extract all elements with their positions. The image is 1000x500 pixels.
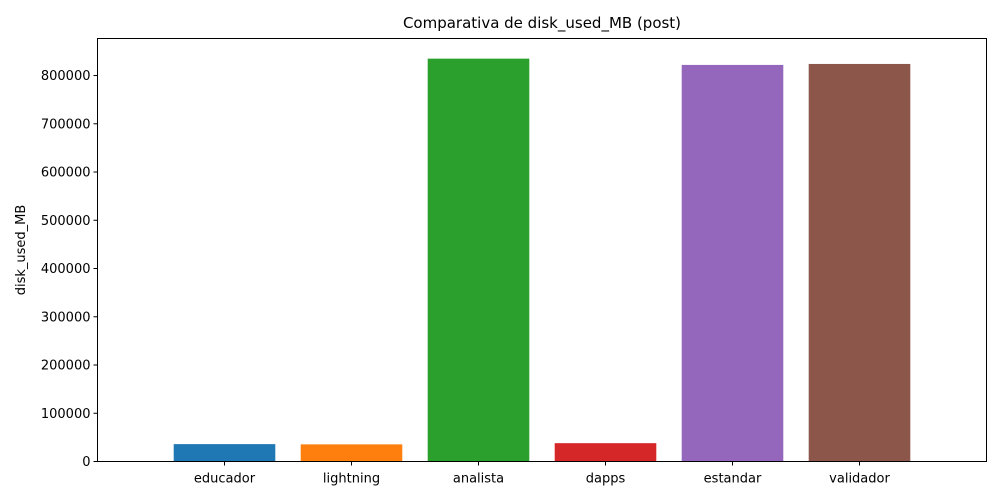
x-tick-label-educador: educador [194,472,256,487]
y-tick-label: 800000 [41,69,91,84]
y-tick-label: 100000 [41,407,91,422]
plot-frame [97,38,987,462]
y-axis-label: disk_used_MB [14,205,29,296]
bar-educador [173,444,276,462]
y-tick-label: 300000 [41,310,91,325]
x-tick-label-lightning: lightning [323,472,380,487]
y-tick-label: 600000 [41,166,91,181]
y-tick-label: 500000 [41,214,91,229]
x-tick-label-validador: validador [829,472,890,487]
y-axis-ticks: 0 100000 200000 300000 400000 500000 600000 700… [41,69,98,470]
x-tick-label-dapps: dapps [586,472,626,487]
x-tick-label-analista: analista [453,472,504,487]
x-tick-label-estandar: estandar [704,472,762,487]
bar-validador [808,63,911,462]
bar-lightning [300,444,403,462]
y-tick-label: 200000 [41,359,91,374]
y-tick-label: 700000 [41,117,91,132]
y-tick-label: 400000 [41,262,91,277]
bar-dapps [554,443,657,462]
bar-analista [427,58,530,462]
x-axis-ticks: educador lightning analista dapps estandar va… [194,461,890,487]
bar-estandar [681,64,784,462]
chart-title: Comparativa de disk_used_MB (post) [403,14,681,33]
y-tick-label: 0 [82,455,90,470]
bars-group [173,58,911,462]
